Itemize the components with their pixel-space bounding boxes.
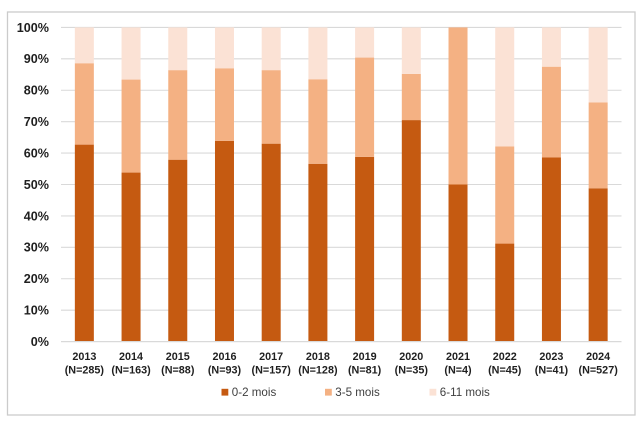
svg-text:20%: 20% (24, 272, 49, 286)
svg-text:2016: 2016 (212, 351, 236, 363)
svg-text:40%: 40% (24, 209, 49, 223)
svg-text:(N=527): (N=527) (578, 364, 618, 376)
svg-text:(N=163): (N=163) (111, 364, 151, 376)
svg-text:(N=45): (N=45) (488, 364, 522, 376)
svg-text:2021: 2021 (446, 351, 470, 363)
svg-text:2024: 2024 (586, 351, 610, 363)
svg-text:2018: 2018 (306, 351, 330, 363)
svg-text:2015: 2015 (166, 351, 190, 363)
svg-text:80%: 80% (24, 84, 49, 98)
svg-text:(N=81): (N=81) (348, 364, 382, 376)
svg-text:2020: 2020 (399, 351, 423, 363)
svg-text:70%: 70% (24, 115, 49, 129)
svg-text:2019: 2019 (353, 351, 377, 363)
svg-text:(N=35): (N=35) (395, 364, 429, 376)
svg-text:2014: 2014 (119, 351, 143, 363)
svg-text:2013: 2013 (72, 351, 96, 363)
svg-text:60%: 60% (24, 146, 49, 160)
svg-text:0%: 0% (31, 335, 49, 349)
svg-text:(N=41): (N=41) (535, 364, 569, 376)
svg-text:10%: 10% (24, 304, 49, 318)
svg-text:(N=128): (N=128) (298, 364, 338, 376)
svg-text:(N=88): (N=88) (161, 364, 195, 376)
svg-text:(N=285): (N=285) (65, 364, 105, 376)
svg-text:2022: 2022 (493, 351, 517, 363)
svg-text:90%: 90% (24, 52, 49, 66)
svg-text:2023: 2023 (539, 351, 563, 363)
svg-text:30%: 30% (24, 241, 49, 255)
svg-text:0-2 mois: 0-2 mois (232, 386, 277, 399)
svg-text:3-5 mois: 3-5 mois (335, 386, 380, 399)
svg-text:50%: 50% (24, 178, 49, 192)
svg-text:2017: 2017 (259, 351, 283, 363)
svg-text:(N=93): (N=93) (208, 364, 242, 376)
svg-text:100%: 100% (17, 21, 49, 35)
svg-text:(N=4): (N=4) (444, 364, 472, 376)
svg-text:6-11 mois: 6-11 mois (440, 386, 490, 399)
svg-text:(N=157): (N=157) (252, 364, 292, 376)
